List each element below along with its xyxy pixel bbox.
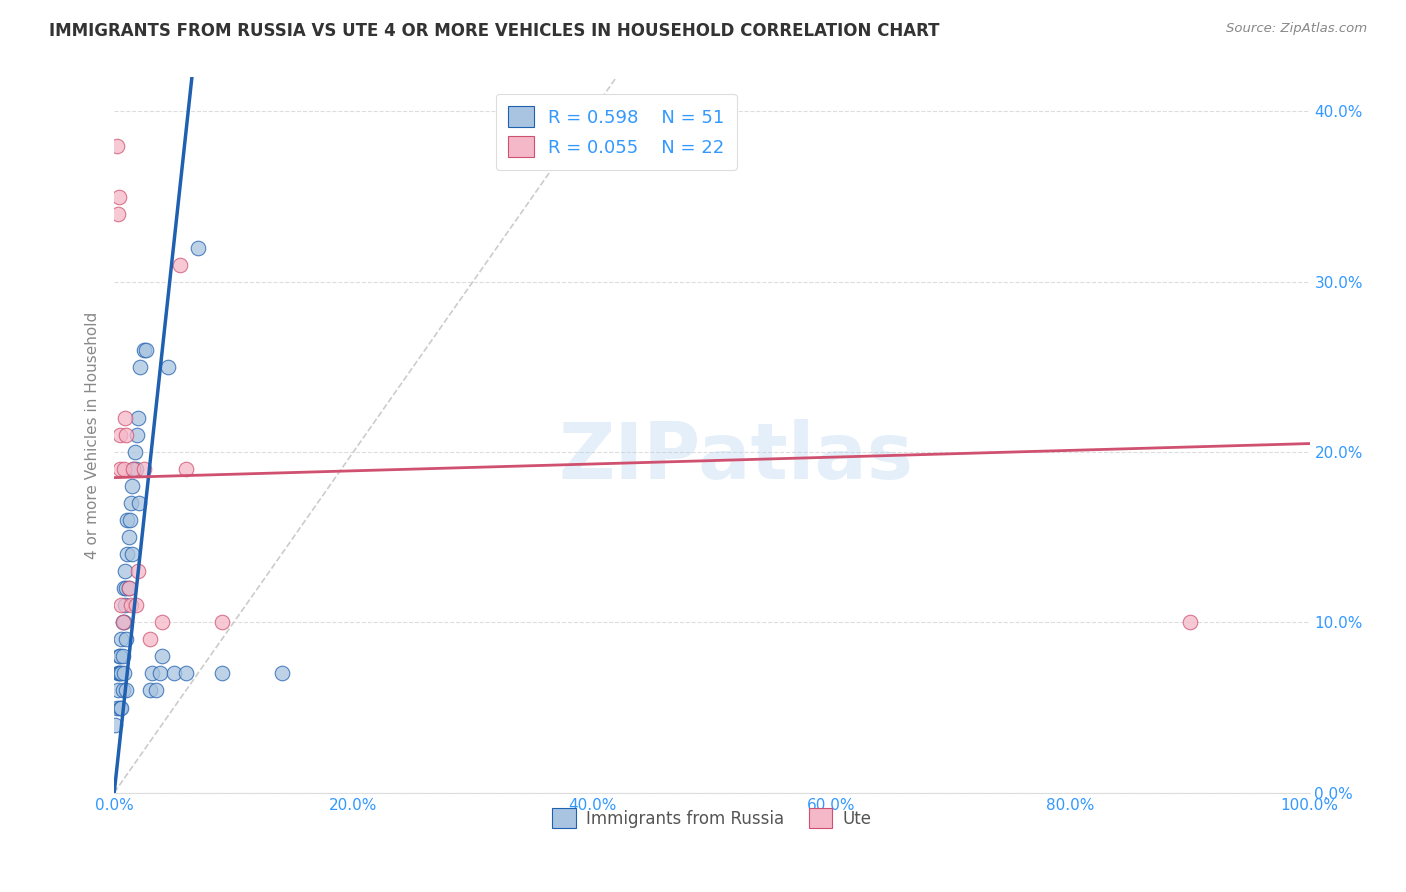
Point [117, 547, 139, 561]
Point [108, 649, 131, 664]
Point [125, 599, 148, 613]
Point [150, 649, 173, 664]
Point [110, 700, 132, 714]
Point [121, 479, 143, 493]
Point [135, 343, 157, 357]
Point [104, 717, 127, 731]
Point [150, 615, 173, 630]
Point [111, 683, 134, 698]
Point [107, 683, 129, 698]
Point [112, 666, 135, 681]
Point [105, 700, 128, 714]
Text: Source: ZipAtlas.com: Source: ZipAtlas.com [1226, 22, 1367, 36]
Point [114, 564, 136, 578]
Point [108, 428, 131, 442]
Point [127, 411, 149, 425]
Point [110, 632, 132, 647]
Text: IMMIGRANTS FROM RUSSIA VS UTE 4 OR MORE VEHICLES IN HOUSEHOLD CORRELATION CHART: IMMIGRANTS FROM RUSSIA VS UTE 4 OR MORE … [49, 22, 939, 40]
Point [187, 241, 209, 255]
Point [107, 666, 129, 681]
Point [115, 632, 138, 647]
Point [174, 666, 197, 681]
Point [108, 666, 131, 681]
Point [141, 666, 163, 681]
Point [115, 683, 138, 698]
Legend: Immigrants from Russia, Ute: Immigrants from Russia, Ute [546, 802, 877, 834]
Point [122, 462, 145, 476]
Point [163, 666, 186, 681]
Point [108, 700, 131, 714]
Point [108, 666, 131, 681]
Point [174, 462, 197, 476]
Point [117, 582, 139, 596]
Point [270, 666, 292, 681]
Point [132, 343, 155, 357]
Point [211, 666, 233, 681]
Point [169, 258, 191, 272]
Point [118, 513, 141, 527]
Point [120, 599, 142, 613]
Point [105, 138, 128, 153]
Point [1178, 615, 1201, 630]
Point [125, 462, 148, 476]
Point [121, 547, 143, 561]
Point [108, 649, 131, 664]
Point [128, 496, 150, 510]
Point [115, 428, 138, 442]
Point [117, 513, 139, 527]
Point [107, 207, 129, 221]
Point [115, 582, 138, 596]
Point [111, 615, 134, 630]
Point [114, 411, 136, 425]
Point [112, 462, 135, 476]
Point [129, 359, 152, 374]
Point [124, 445, 146, 459]
Point [117, 582, 139, 596]
Point [120, 496, 142, 510]
Point [110, 599, 132, 613]
Point [122, 462, 145, 476]
Point [117, 530, 139, 544]
Point [108, 462, 131, 476]
Point [108, 189, 131, 203]
Point [112, 582, 135, 596]
Point [139, 632, 162, 647]
Point [149, 666, 172, 681]
Point [132, 462, 155, 476]
Point [156, 359, 179, 374]
Text: ZIPatlas: ZIPatlas [558, 418, 914, 494]
Point [110, 666, 132, 681]
Point [114, 599, 136, 613]
Point [211, 615, 233, 630]
Point [125, 428, 148, 442]
Point [111, 649, 134, 664]
Point [145, 683, 167, 698]
Point [112, 615, 135, 630]
Y-axis label: 4 or more Vehicles in Household: 4 or more Vehicles in Household [86, 311, 100, 558]
Point [111, 615, 134, 630]
Point [139, 683, 162, 698]
Point [127, 564, 149, 578]
